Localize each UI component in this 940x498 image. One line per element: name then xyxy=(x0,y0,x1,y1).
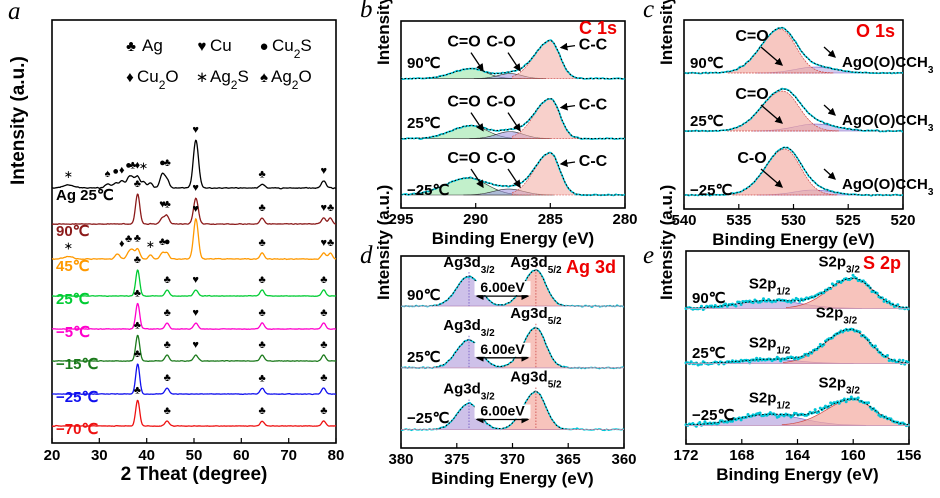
svg-text:90℃: 90℃ xyxy=(692,290,726,307)
svg-text:156: 156 xyxy=(896,447,921,464)
svg-text:S2p1/2: S2p1/2 xyxy=(749,275,791,297)
svg-text:Binding Energy (eV): Binding Energy (eV) xyxy=(716,465,878,484)
svg-text:S2p3/2: S2p3/2 xyxy=(818,253,860,275)
svg-text:−25℃: −25℃ xyxy=(692,407,734,424)
svg-text:164: 164 xyxy=(785,447,811,464)
svg-text:168: 168 xyxy=(729,447,754,464)
svg-text:S2p1/2: S2p1/2 xyxy=(749,389,791,411)
svg-text:S 2p: S 2p xyxy=(863,253,901,273)
svg-text:172: 172 xyxy=(673,447,698,464)
svg-text:160: 160 xyxy=(841,447,866,464)
svg-text:S2p3/2: S2p3/2 xyxy=(818,374,860,396)
svg-text:S2p1/2: S2p1/2 xyxy=(749,334,791,356)
svg-text:25℃: 25℃ xyxy=(692,345,726,362)
